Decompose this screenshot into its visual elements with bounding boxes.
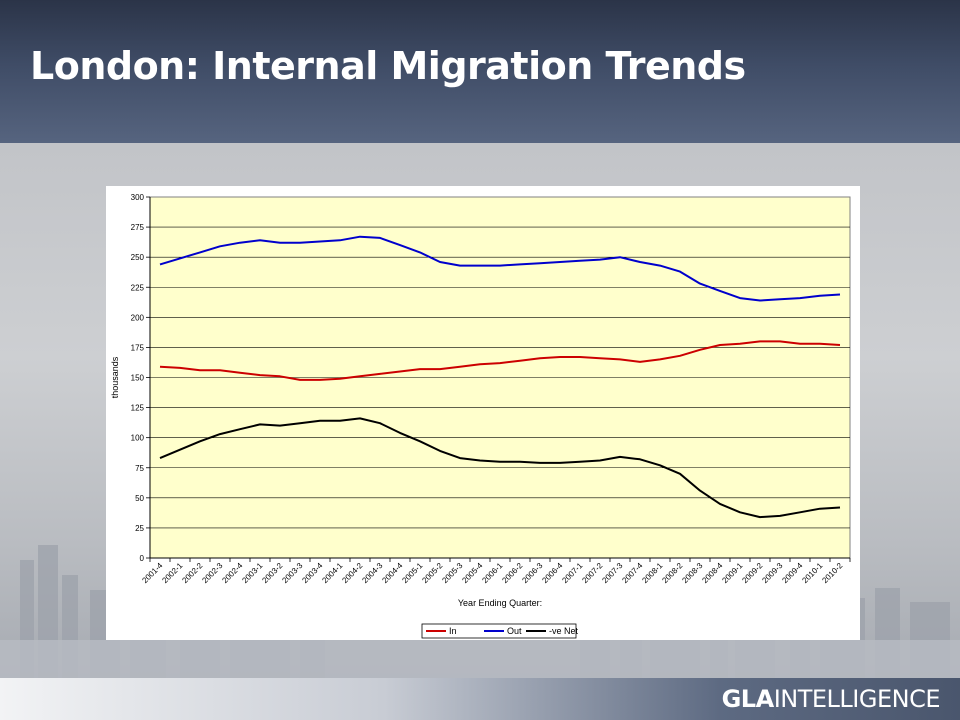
legend-label: In [449,626,457,636]
y-axis-title: thousands [110,356,120,398]
y-tick-label: 25 [135,524,144,533]
y-tick-label: 100 [131,434,145,443]
brand-logo: GLAINTELLIGENCE [721,685,941,713]
x-axis-title: Year Ending Quarter: [458,598,542,608]
slide-title: London: Internal Migration Trends [30,44,746,88]
slide-footer [0,678,960,720]
y-tick-label: 225 [131,283,145,292]
legend-label: Out [507,626,522,636]
y-tick-label: 75 [135,464,144,473]
y-tick-label: 300 [131,193,145,202]
y-tick-label: 125 [131,404,145,413]
y-tick-label: 0 [140,554,145,563]
y-tick-label: 175 [131,343,145,352]
brand-logo-thin: INTELLIGENCE [773,685,941,713]
y-tick-label: 50 [135,494,144,503]
y-tick-label: 150 [131,374,145,383]
brand-logo-bold: GLA [721,685,775,713]
series-line-in [159,340,841,381]
series-line-ve-net [159,417,841,519]
series-line-out [159,235,841,302]
legend-label: -ve Net [549,626,579,636]
slide-header: London: Internal Migration Trends [0,0,960,143]
y-tick-label: 275 [131,223,145,232]
y-tick-label: 250 [131,253,145,262]
y-tick-label: 200 [131,313,145,322]
